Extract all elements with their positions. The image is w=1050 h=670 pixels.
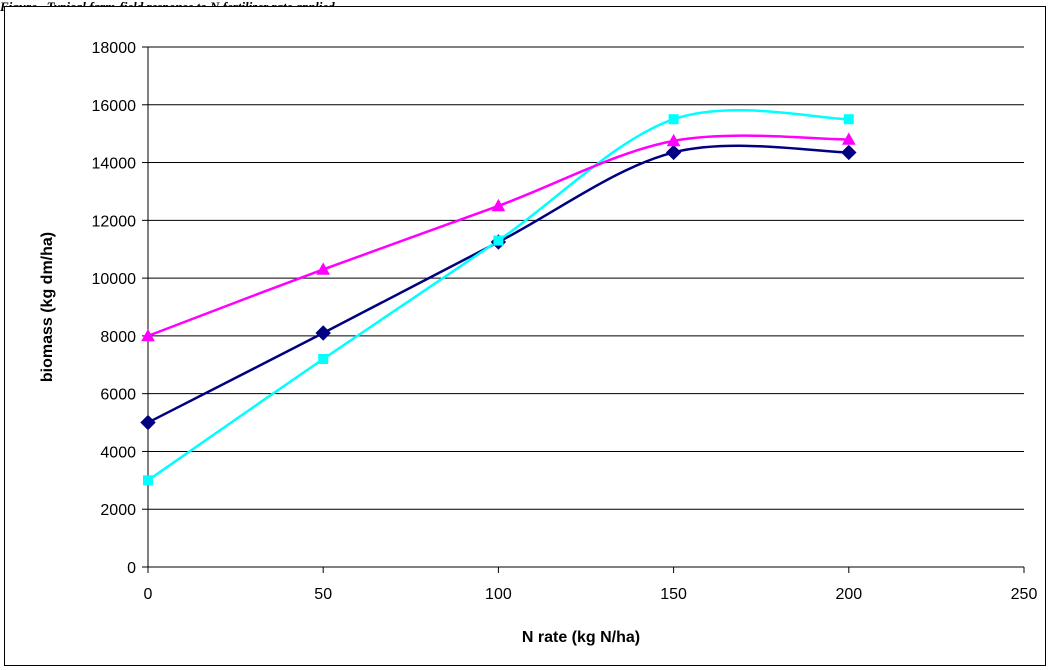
y-tick-label: 6000 (100, 387, 136, 404)
x-tick-label: 150 (660, 586, 687, 603)
x-tick-label: 200 (835, 586, 862, 603)
y-axis-ticks: 0 2000 4000 6000 8000 10000 12000 14000 16000 180… (92, 40, 148, 577)
series-lines (147, 109, 849, 482)
data-point-3 (141, 328, 155, 342)
y-tick-label: 18000 (92, 40, 137, 57)
data-point-3 (316, 262, 331, 275)
series-line-1 (147, 144, 849, 424)
y-tick-label: 0 (127, 560, 136, 577)
y-tick-label: 14000 (92, 156, 137, 173)
data-point-1 (140, 414, 156, 431)
y-tick-label: 12000 (92, 213, 137, 230)
y-tick-label: 10000 (92, 271, 137, 288)
gridlines (148, 46, 1024, 510)
data-point-3 (841, 132, 856, 145)
data-point-2 (668, 114, 679, 125)
x-tick-label: 250 (1011, 586, 1038, 603)
data-point-2 (143, 475, 153, 486)
y-axis-title: biomass (kg dm/ha) (39, 232, 56, 382)
axes (147, 47, 1024, 568)
x-tick-label: 50 (314, 586, 332, 603)
x-tick-label: 100 (485, 586, 512, 603)
y-tick-label: 4000 (100, 444, 136, 461)
data-point-1 (315, 325, 331, 341)
x-axis-title: N rate (kg N/ha) (522, 629, 640, 646)
y-tick-label: 8000 (100, 329, 136, 346)
data-point-3 (491, 198, 506, 212)
x-tick-label: 0 (144, 586, 153, 603)
series-markers (140, 114, 857, 486)
data-point-2 (493, 235, 504, 246)
y-tick-label: 16000 (92, 98, 137, 115)
data-point-3 (666, 133, 681, 147)
x-axis-ticks: 0 50 100 150 200 250 (144, 567, 1038, 603)
data-point-2 (318, 354, 329, 364)
data-point-1 (841, 144, 857, 161)
data-point-2 (843, 114, 854, 125)
data-point-1 (665, 144, 682, 161)
y-tick-label: 2000 (100, 502, 136, 519)
